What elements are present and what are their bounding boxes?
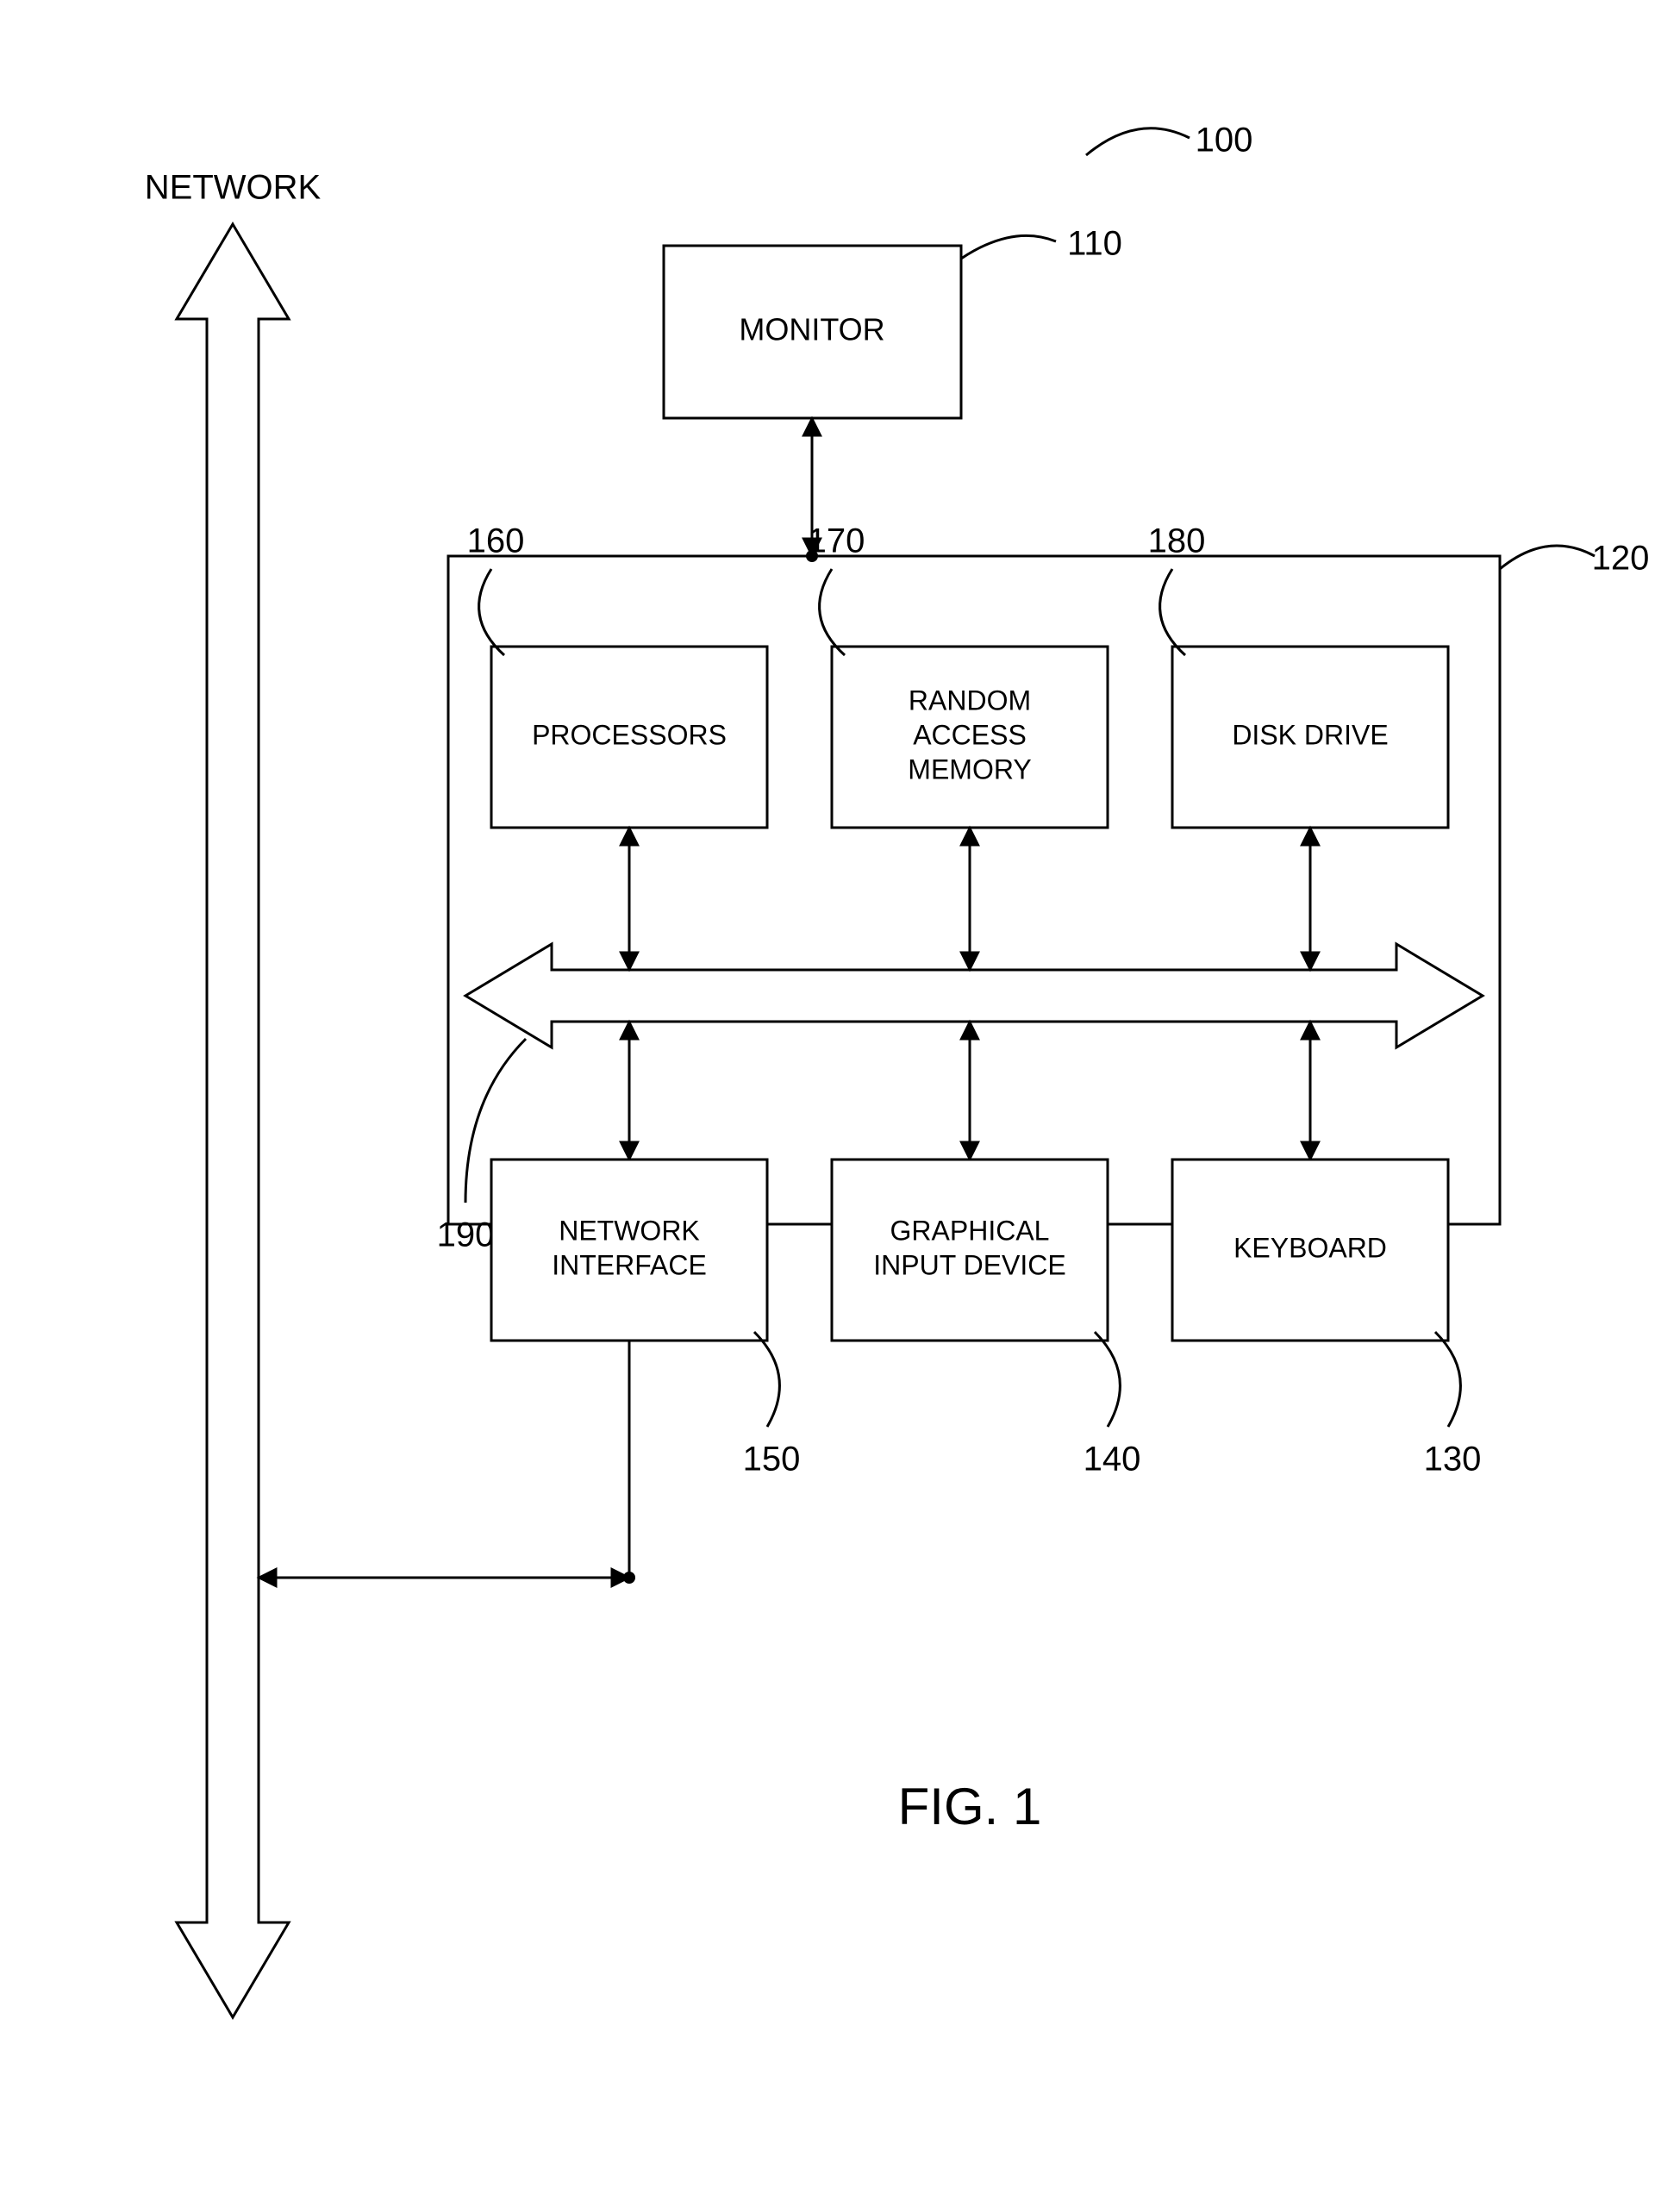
figure-svg: NETWORK MONITOR 110 100 120 PROCESSORS 1… [0, 0, 1680, 2188]
keyboard-label: KEYBOARD [1233, 1232, 1387, 1263]
monitor-joint-dot [806, 550, 818, 562]
netif-label-2: INTERFACE [552, 1249, 707, 1280]
processors-block: PROCESSORS [491, 647, 767, 828]
disk-label: DISK DRIVE [1232, 719, 1388, 750]
ref-190: 190 [437, 1216, 495, 1254]
internal-bus [465, 944, 1483, 1047]
leader-150 [754, 1332, 779, 1427]
ram-label-3: MEMORY [908, 753, 1031, 785]
ram-block: RANDOM ACCESS MEMORY [832, 647, 1108, 828]
ref-140: 140 [1084, 1441, 1141, 1478]
leader-180 [1160, 569, 1185, 655]
ref-160: 160 [467, 522, 525, 560]
monitor-block: MONITOR [664, 246, 961, 418]
monitor-label: MONITOR [739, 312, 884, 347]
ref-100: 100 [1196, 122, 1253, 159]
netif-label-1: NETWORK [559, 1215, 700, 1246]
leader-120 [1500, 546, 1595, 569]
gid-label-1: GRAPHICAL [890, 1215, 1050, 1246]
gid-label-2: INPUT DEVICE [873, 1249, 1065, 1280]
gid-block: GRAPHICAL INPUT DEVICE [832, 1160, 1108, 1341]
conn-netif-network [259, 1341, 635, 1584]
disk-block: DISK DRIVE [1172, 647, 1448, 828]
leader-100 [1086, 128, 1190, 155]
ref-110: 110 [1067, 225, 1122, 263]
ref-120: 120 [1592, 540, 1650, 578]
leader-110 [961, 235, 1056, 259]
ram-label-2: ACCESS [913, 719, 1027, 750]
network-bus: NETWORK [145, 169, 322, 2017]
ram-label-1: RANDOM [909, 685, 1031, 716]
ref-150: 150 [743, 1441, 801, 1478]
leader-160 [479, 569, 504, 655]
leader-170 [820, 569, 845, 655]
leader-130 [1435, 1332, 1460, 1427]
keyboard-block: KEYBOARD [1172, 1160, 1448, 1341]
network-label: NETWORK [145, 169, 322, 207]
figure-caption: FIG. 1 [898, 1778, 1042, 1835]
ref-130: 130 [1424, 1441, 1482, 1478]
ref-180: 180 [1148, 522, 1206, 560]
leader-140 [1095, 1332, 1120, 1427]
netif-block: NETWORK INTERFACE [491, 1160, 767, 1341]
processors-label: PROCESSORS [532, 719, 727, 750]
